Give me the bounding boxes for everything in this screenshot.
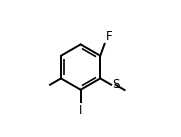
Text: F: F [106,30,112,43]
Text: I: I [79,104,82,117]
Text: S: S [112,78,120,91]
